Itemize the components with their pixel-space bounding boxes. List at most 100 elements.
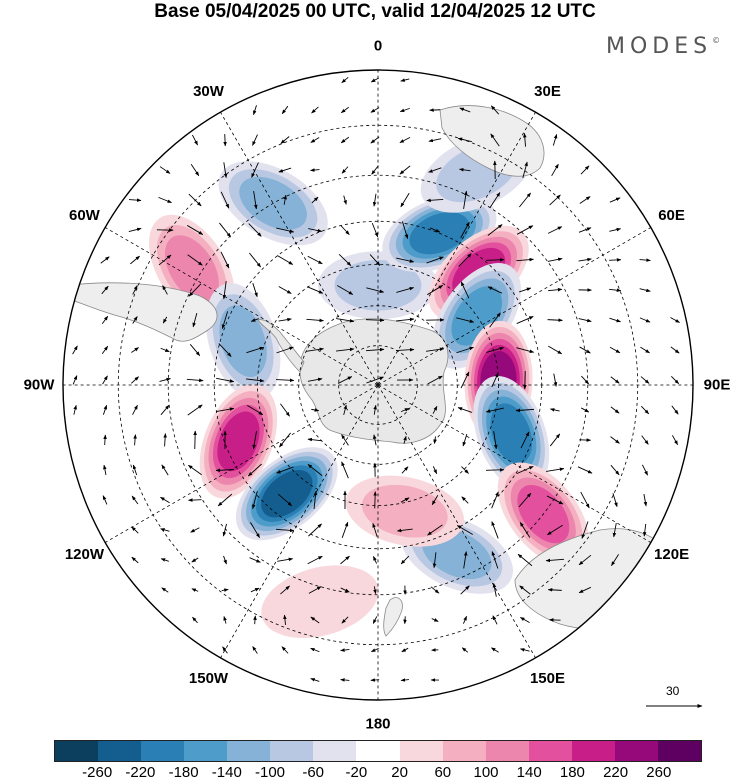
colorbar-tick-label: 20 (391, 764, 408, 781)
wind-arrow-43 (220, 191, 230, 209)
wind-arrow-103 (396, 286, 415, 293)
wind-arrow-61 (248, 223, 262, 237)
south-america (63, 282, 218, 342)
longitude-label-9: 90W (24, 377, 56, 394)
wind-arrow-155 (131, 376, 139, 384)
wind-arrow-66 (401, 221, 409, 240)
wind-arrow-205 (403, 435, 407, 444)
wind-arrow-112 (101, 315, 109, 325)
wind-arrow-226 (432, 466, 438, 475)
wind-arrow-186 (432, 405, 438, 414)
wind-arrow-81 (307, 255, 323, 265)
wind-arrow-183 (343, 404, 348, 416)
wind-arrow-184 (373, 404, 377, 415)
wind-arrow-127 (547, 318, 563, 322)
wind-arrow-213 (641, 435, 649, 445)
wind-arrow-151 (640, 346, 650, 354)
wind-arrow-228 (485, 468, 505, 472)
wind-arrow-86 (458, 253, 472, 267)
wind-arrow-265 (491, 521, 499, 539)
wind-arrow-270 (642, 523, 647, 537)
longitude-label-4: 120E (654, 546, 689, 563)
colorbar-tick-label: -180 (168, 764, 199, 781)
wind-arrow-55 (579, 196, 591, 204)
wind-arrow-289 (191, 588, 199, 592)
colorbar-tick-label: 60 (434, 764, 452, 781)
wind-arrow-154 (102, 375, 108, 385)
wind-arrow-139 (276, 346, 294, 354)
brand-name: MODES (606, 34, 713, 59)
wind-arrow-180 (247, 405, 264, 415)
map-boundary (62, 69, 694, 701)
wind-arrow-89 (547, 257, 563, 262)
colorbar (54, 740, 702, 762)
wind-arrow-300 (519, 585, 531, 595)
wind-arrow-316 (222, 646, 228, 654)
wind-arrow-218 (188, 464, 202, 476)
longitude-label-3: 90E (704, 377, 731, 394)
wind-arrow-54 (549, 194, 561, 206)
wind-arrow-117 (250, 318, 259, 322)
wind-arrow-143 (395, 347, 415, 352)
wind-arrow-75 (130, 255, 141, 265)
wind-arrow-46 (311, 196, 319, 204)
wind-arrow-93 (101, 285, 109, 295)
wind-arrow-185 (400, 407, 410, 413)
wind-arrow-166 (460, 371, 470, 389)
wind-arrow-312 (463, 615, 467, 624)
wind-arrow-223 (341, 461, 349, 479)
wind-arrow-175 (102, 404, 108, 415)
wind-arrow-16 (310, 137, 320, 143)
meridian-150 (377, 385, 536, 658)
wind-arrow-118 (278, 317, 292, 322)
colorbar-tick-label: -100 (254, 764, 286, 781)
wind-arrow-197 (163, 433, 167, 447)
wind-arrow-95 (162, 285, 168, 295)
polar-map: 0 30E 60E 90E 120E 150E 180 150W 120W 90W 60W 30W (24, 38, 731, 733)
wind-arrow-145 (456, 346, 474, 354)
wind-arrow-262 (396, 528, 413, 533)
wind-arrow-130 (639, 317, 651, 323)
wind-arrow-23 (522, 132, 527, 147)
colorbar-segment-14 (657, 741, 701, 761)
wind-arrow-236 (160, 496, 170, 504)
wind-arrow-215 (103, 464, 107, 475)
wind-arrow-44 (253, 191, 258, 210)
anomaly-contour-6-4 (490, 403, 533, 464)
wind-arrow-129 (609, 317, 621, 323)
wind-arrow-85 (426, 256, 444, 264)
wind-arrow-42 (188, 193, 202, 207)
wind-arrow-276 (277, 557, 294, 562)
wind-arrow-202 (307, 437, 323, 442)
colorbar-segment-7 (356, 741, 400, 761)
wind-arrow-70 (516, 225, 534, 235)
wind-arrow-309 (372, 616, 378, 624)
wind-arrow-239 (251, 491, 258, 510)
wind-arrow-134 (131, 347, 139, 353)
chart-title: Base 05/04/2025 00 UTC, valid 12/04/2025… (154, 1, 596, 22)
wind-arrow-233 (641, 464, 649, 476)
wind-arrow-132 (72, 345, 78, 355)
africa-south (439, 105, 545, 177)
wind-arrow-19 (399, 136, 411, 144)
wind-arrow-156 (159, 377, 171, 382)
wind-arrow-71 (547, 226, 563, 234)
wind-arrow-4 (281, 105, 289, 115)
wind-arrow-51 (463, 190, 468, 209)
wind-arrow-241 (313, 490, 318, 509)
longitude-label-1: 30E (534, 83, 561, 100)
wind-arrow-212 (610, 436, 620, 444)
wind-arrow-209 (520, 431, 530, 449)
wind-arrow-322 (401, 647, 409, 653)
wind-arrow-158 (216, 377, 235, 383)
wind-arrow-67 (429, 227, 441, 233)
colorbar-tick-label: -140 (211, 764, 242, 781)
wind-arrow-273 (191, 557, 199, 563)
colorbar-tick-label: 260 (646, 764, 672, 781)
colorbar-tick-label: 180 (559, 764, 585, 781)
wind-arrow-26 (190, 164, 200, 177)
wind-arrow-274 (223, 555, 227, 565)
wind-arrow-33 (399, 165, 411, 175)
wind-arrow-287 (611, 554, 619, 566)
graticule (63, 70, 693, 700)
